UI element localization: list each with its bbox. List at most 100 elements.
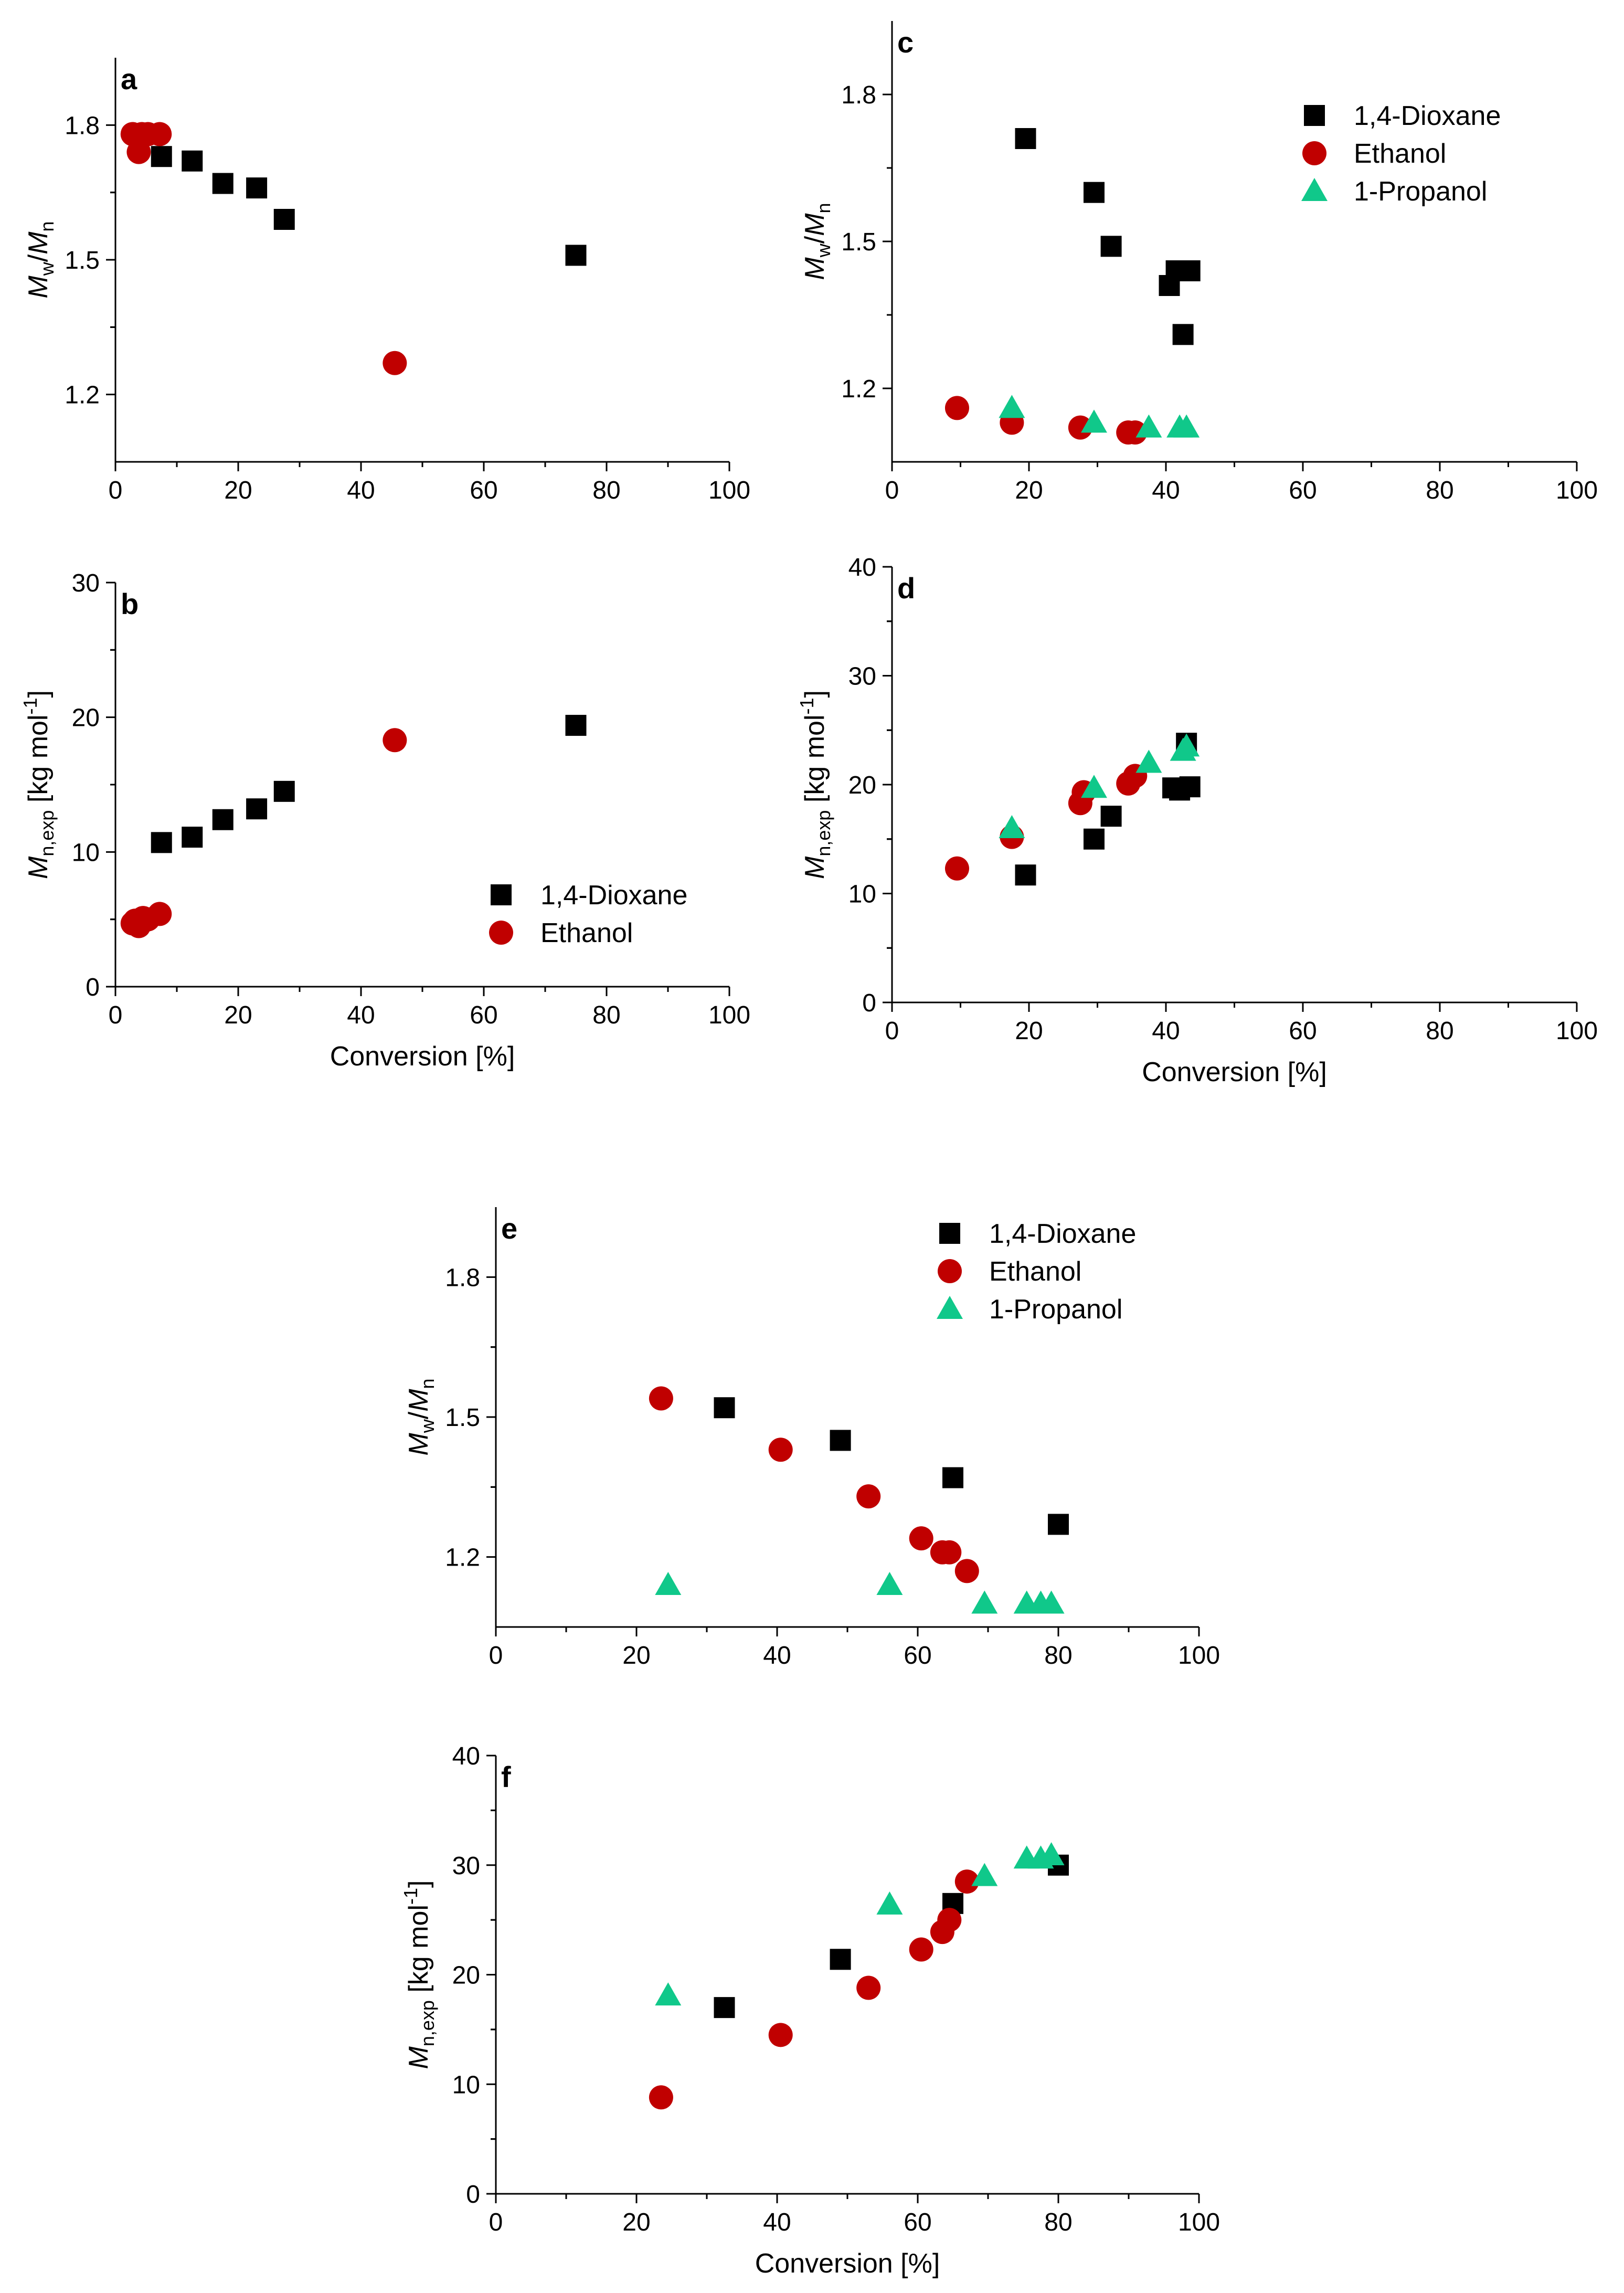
series-dioxane [1015, 733, 1201, 886]
x-axis-title: Conversion [%] [330, 1041, 515, 1072]
x-tick-label: 20 [622, 1642, 650, 1669]
data-point-dioxane [246, 177, 268, 199]
panel-letter: c [897, 26, 914, 59]
x-tick-label: 100 [1556, 1017, 1598, 1045]
series-propanol [999, 733, 1200, 838]
x-tick-label: 100 [708, 477, 750, 504]
y-tick-label: 20 [848, 772, 876, 799]
data-point-dioxane [942, 1467, 963, 1488]
x-tick-label: 0 [489, 2209, 503, 2236]
legend-marker-dioxane [1304, 105, 1325, 126]
x-tick-label: 60 [904, 1642, 931, 1669]
legend-label: 1,4-Dioxane [540, 880, 687, 911]
data-point-dioxane [182, 827, 203, 848]
data-point-ethanol [954, 1559, 979, 1583]
data-point-ethanol [856, 1484, 881, 1509]
data-point-ethanol [768, 2023, 793, 2047]
series-dioxane [1015, 128, 1201, 345]
x-tick-label: 80 [1426, 1017, 1453, 1045]
x-tick-label: 20 [224, 477, 252, 504]
panel-d: 0 20 40 60 80 100 0 10 20 30 40 d Mn,exp [kg mol-1] C… [796, 554, 1598, 1087]
x-tick-label: 100 [708, 1001, 750, 1029]
x-tick-label: 80 [592, 477, 620, 504]
legend: 1,4-Dioxane Ethanol 1-Propanol [1301, 101, 1501, 207]
data-point-dioxane [1172, 324, 1194, 345]
panel-b: 0 20 40 60 80 100 0 10 20 30 b Mn,exp [kg mol-1] Con… [19, 569, 750, 1072]
series-dioxane [151, 146, 587, 266]
x-tick-label: 40 [347, 477, 375, 504]
x-tick-label: 40 [763, 2209, 791, 2236]
y-axis-title: Mw/Mn [800, 203, 834, 280]
data-point-propanol [1038, 1590, 1065, 1614]
data-point-dioxane [151, 832, 172, 853]
data-point-propanol [1173, 733, 1200, 757]
series-dioxane [151, 715, 587, 853]
data-point-dioxane [714, 1997, 735, 2019]
data-point-ethanol [147, 122, 172, 146]
data-point-dioxane [565, 715, 587, 736]
y-tick-label: 30 [848, 663, 876, 691]
data-point-dioxane [1048, 1514, 1069, 1535]
data-point-propanol [655, 1572, 682, 1595]
y-tick-label: 30 [72, 569, 100, 597]
legend-label: Ethanol [1354, 139, 1446, 169]
y-axis-title: Mw/Mn [404, 1378, 438, 1455]
data-point-propanol [1080, 775, 1107, 798]
y-tick-label: 0 [86, 974, 100, 1001]
x-tick-label: 100 [1178, 2209, 1220, 2236]
x-tick-label: 40 [763, 1642, 791, 1669]
y-tick-label: 1.5 [445, 1404, 480, 1432]
data-point-propanol [876, 1891, 903, 1915]
series-ethanol [120, 728, 407, 938]
data-point-ethanol [649, 2085, 673, 2110]
y-tick-label: 1.5 [841, 228, 876, 256]
data-point-ethanol [1068, 415, 1092, 440]
y-tick-label: 10 [848, 881, 876, 908]
y-tick-label: 1.8 [445, 1264, 480, 1292]
data-point-ethanol [649, 1386, 673, 1411]
x-tick-label: 0 [489, 1642, 503, 1669]
x-tick-label: 20 [1015, 477, 1043, 504]
legend-label: 1,4-Dioxane [1354, 101, 1501, 131]
legend-marker-ethanol [938, 1259, 962, 1283]
x-tick-label: 80 [1044, 1642, 1072, 1669]
x-tick-label: 20 [1015, 1017, 1043, 1045]
y-tick-label: 20 [452, 1962, 480, 1990]
data-point-ethanol [944, 856, 969, 881]
legend-label: 1-Propanol [989, 1294, 1122, 1325]
x-tick-label: 0 [109, 1001, 123, 1029]
data-point-ethanol [856, 1975, 881, 2000]
panel-letter: b [121, 587, 139, 620]
data-point-ethanol [768, 1438, 793, 1462]
data-point-propanol [999, 395, 1025, 418]
data-point-ethanol [147, 902, 172, 926]
legend-label: Ethanol [989, 1256, 1081, 1287]
y-tick-label: 40 [848, 554, 876, 582]
data-point-ethanol [909, 1937, 933, 1962]
data-point-dioxane [830, 1430, 851, 1451]
x-tick-label: 60 [470, 477, 497, 504]
x-tick-label: 40 [1152, 1017, 1180, 1045]
y-tick-label: 40 [452, 1742, 480, 1770]
data-point-dioxane [212, 809, 233, 830]
data-point-dioxane [1083, 182, 1105, 203]
legend-label: 1,4-Dioxane [989, 1219, 1136, 1249]
series-ethanol [120, 122, 407, 375]
data-point-dioxane [1179, 260, 1201, 281]
x-tick-label: 40 [347, 1001, 375, 1029]
panel-e: 0 20 40 60 80 100 1.2 1.5 1.8 e Mw/Mn 1,4-Dioxane Et… [404, 1207, 1220, 1669]
legend-marker-dioxane [939, 1223, 960, 1244]
y-tick-label: 10 [72, 839, 100, 867]
data-point-ethanol [1123, 420, 1148, 445]
data-point-propanol [1135, 414, 1162, 438]
x-tick-label: 20 [224, 1001, 252, 1029]
y-axis-title: Mn,exp [kg mol-1] [19, 690, 58, 879]
series-propanol [999, 395, 1200, 438]
y-tick-label: 1.8 [65, 112, 100, 140]
data-point-ethanol [383, 728, 407, 753]
data-point-dioxane [151, 146, 172, 167]
x-tick-label: 100 [1178, 1642, 1220, 1669]
data-point-dioxane [1100, 806, 1122, 827]
data-point-propanol [1080, 409, 1107, 433]
x-tick-label: 80 [1044, 2209, 1072, 2236]
